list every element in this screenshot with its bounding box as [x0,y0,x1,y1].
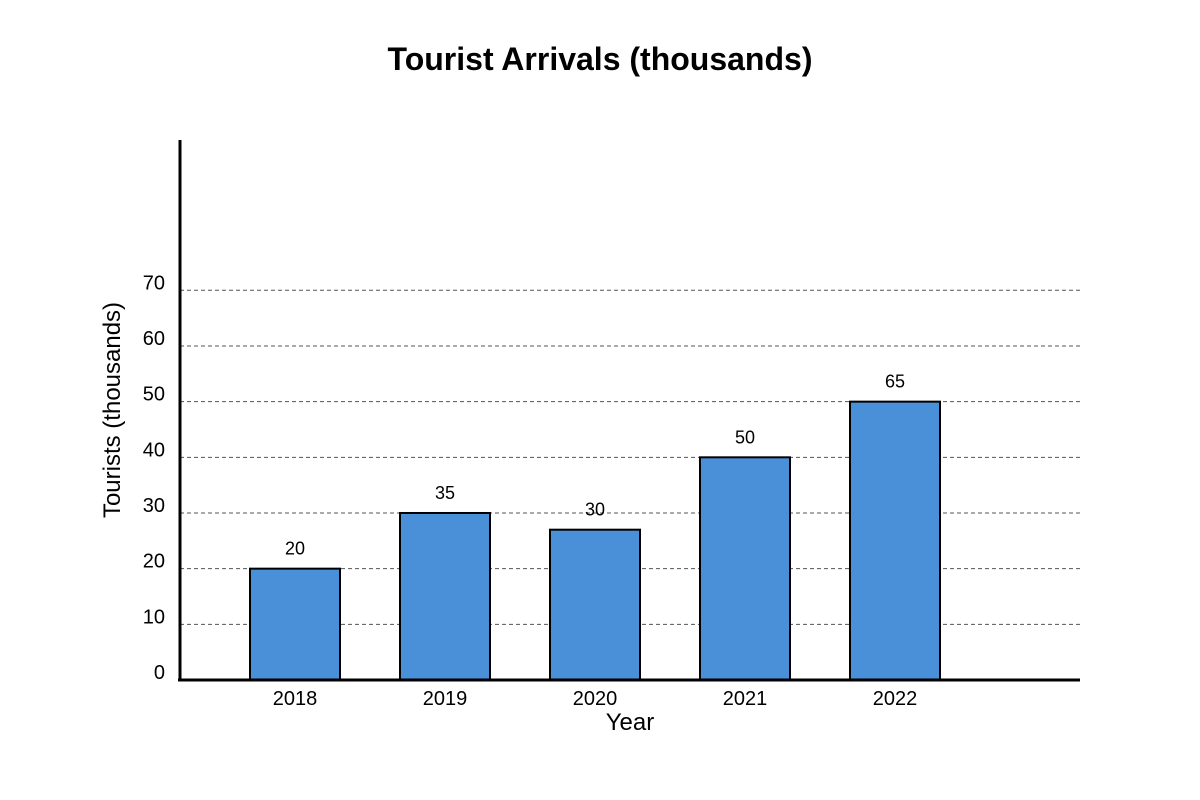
bars [249,400,941,682]
bar-2018 [249,567,341,681]
bar-2020 [549,528,641,682]
y-tick-labels: 0 10 20 30 40 50 60 70 [143,272,165,684]
data-label-2018: 20 [285,539,305,559]
y-tick-label: 60 [143,328,165,350]
y-tick-label: 10 [143,606,165,628]
bar-2021 [699,456,791,681]
y-tick-label: 40 [143,439,165,461]
x-axis-label: Year [606,709,655,736]
bar-2019 [399,511,491,681]
x-tick-label-2018: 2018 [273,688,318,710]
y-tick-label: 20 [143,551,165,573]
y-tick-label: 50 [143,384,165,406]
y-tick-label: 30 [143,495,165,517]
data-labels: 20 35 30 50 65 [285,372,905,559]
bar-2022 [849,400,941,681]
x-tick-labels: 2018 2019 2020 2021 2022 [273,688,918,710]
x-tick-label-2020: 2020 [573,688,618,710]
y-tick-label: 0 [154,662,165,684]
x-tick-label-2019: 2019 [423,688,468,710]
data-label-2022: 65 [885,372,905,392]
data-label-2019: 35 [435,483,455,503]
data-label-2021: 50 [735,427,755,447]
x-tick-label-2021: 2021 [723,688,768,710]
data-label-2020: 30 [585,500,605,520]
y-axis-label: Tourists (thousands) [99,302,126,518]
x-tick-label-2022: 2022 [873,688,918,710]
chart-title: Tourist Arrivals (thousands) [388,41,813,77]
y-tick-label: 70 [143,272,165,294]
